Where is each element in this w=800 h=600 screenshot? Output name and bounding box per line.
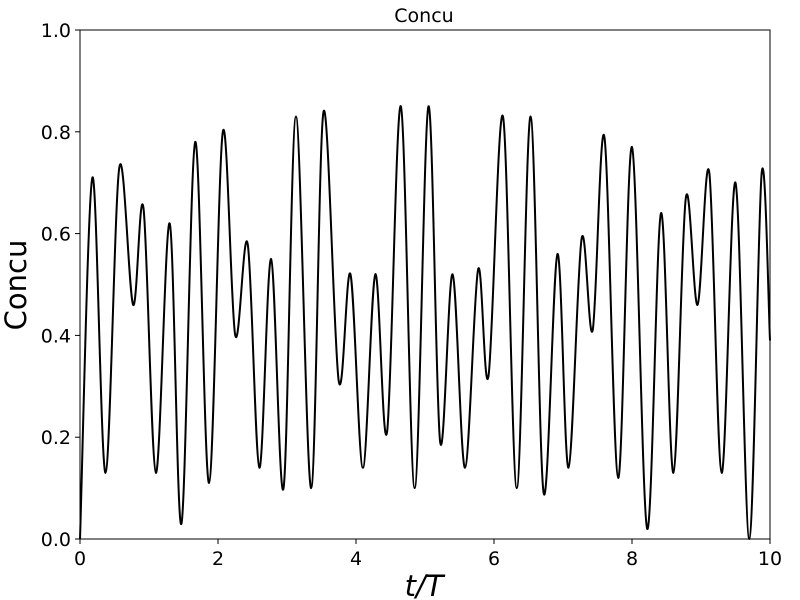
x-axis: 0 2 4 6 8 10 [74, 539, 782, 570]
x-tick-label: 8 [626, 548, 638, 570]
y-axis-label: Concu [0, 240, 33, 331]
y-tick-label: 0.2 [41, 427, 71, 449]
x-tick-label: 4 [350, 548, 362, 570]
y-tick-label: 0.6 [41, 224, 71, 246]
y-tick-label: 0.8 [41, 122, 71, 144]
x-tick-label: 10 [758, 548, 782, 570]
y-tick-label: 1.0 [41, 20, 71, 42]
x-axis-label: t/T [405, 569, 446, 600]
x-tick-label: 6 [488, 548, 500, 570]
series-line [79, 105, 771, 540]
y-axis: 0.0 0.2 0.4 0.6 0.8 1.0 [41, 20, 80, 551]
plot-area [79, 29, 771, 540]
y-tick-label: 0.4 [41, 325, 71, 347]
x-tick-label: 0 [74, 548, 86, 570]
chart-title: Concu [394, 5, 453, 27]
plot-frame [79, 29, 771, 540]
y-tick-label: 0.0 [41, 529, 71, 551]
x-tick-label: 2 [212, 548, 224, 570]
